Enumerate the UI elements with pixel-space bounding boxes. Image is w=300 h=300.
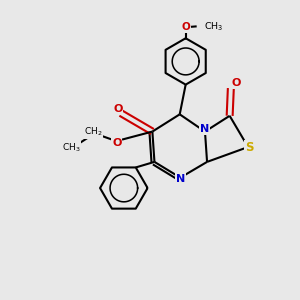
Text: CH$_3$: CH$_3$ — [62, 142, 80, 154]
Text: O: O — [232, 78, 241, 88]
Text: O: O — [112, 138, 122, 148]
Text: O: O — [181, 22, 190, 32]
Text: O: O — [113, 104, 123, 114]
Text: CH$_3$: CH$_3$ — [204, 20, 224, 33]
Text: N: N — [176, 174, 185, 184]
Text: CH$_2$: CH$_2$ — [84, 126, 102, 138]
Text: N: N — [200, 124, 210, 134]
Text: S: S — [245, 140, 254, 154]
